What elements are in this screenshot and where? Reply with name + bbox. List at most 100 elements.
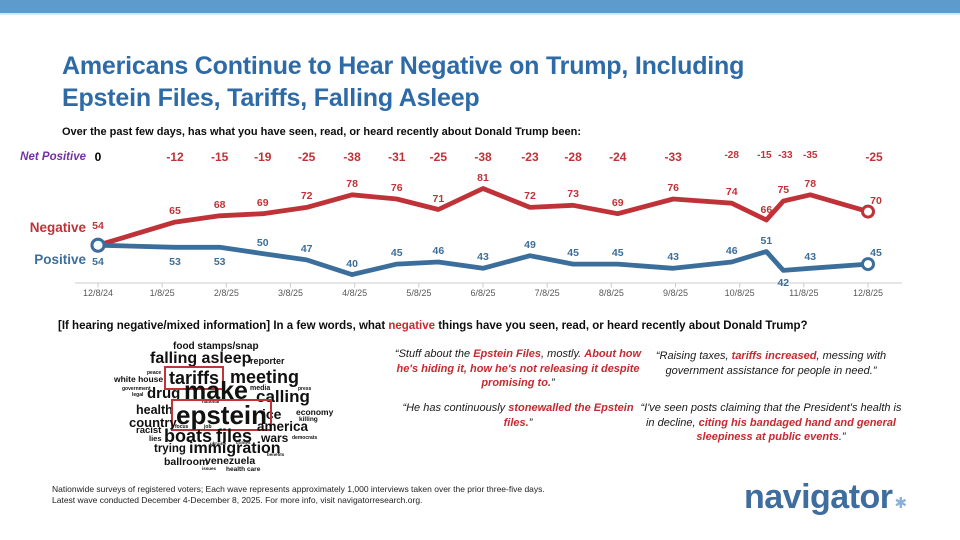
net-positive-value: -33 [778,150,793,161]
word-cloud-term: wars [261,431,289,445]
net-positive-value: -15 [757,150,772,161]
word-cloud-term: peace [147,370,162,376]
quote-highlight: citing his bandaged hand and general sle… [696,416,896,444]
x-tick-label: 5/8/25 [406,288,432,298]
positive-value-label: 45 [611,247,624,260]
x-tick-label: 4/8/25 [342,288,368,298]
word-cloud-term: benefits [267,452,285,457]
question-text: things have you seen, read, or heard rec… [435,320,808,332]
negative-value-label: 65 [169,205,181,218]
net-positive-value: -12 [166,150,184,164]
trend-line-chart: Net Positive Negative Positive 12/8/24 1/… [0,140,960,312]
chart-canvas [75,186,902,288]
positive-value-label: 46 [432,245,445,257]
negative-value-label: 72 [300,190,313,203]
legend-positive: Positive [34,252,86,267]
title-line-2: Epstein Files, Tariffs, Falling Asleep [62,84,480,112]
negative-value-label: 75 [777,184,790,197]
negative-value-label: 78 [804,177,817,190]
positive-value-label: 53 [213,256,226,269]
data-point-marker-negative [861,204,875,219]
page-title: Americans Continue to Hear Negative on T… [62,50,922,114]
question-highlight: negative [388,320,436,332]
negative-value-label: 72 [524,190,536,203]
word-cloud-term: ukraine [210,441,227,446]
word-cloud-term: media [250,385,271,392]
net-positive-value: -25 [297,150,316,164]
positive-value-label: 43 [477,251,489,264]
legend-net-positive: Net Positive [20,151,86,163]
respondent-quote: “I've seen posts claiming that the Presi… [640,401,902,445]
positive-value-label: 45 [870,247,882,260]
word-cloud-term: legal [132,392,144,398]
negative-value-label: 78 [346,177,358,190]
quote-highlight: About how he's hiding it, how he's not r… [396,348,642,390]
word-cloud-term: government [122,386,151,392]
word-cloud-term: reporter [250,356,285,366]
word-cloud-term: drug [147,385,181,402]
word-cloud-term: health care [226,466,261,473]
methodology-line-1: Nationwide surveys of registered voters;… [52,484,545,494]
quote-text: ” [551,377,555,390]
net-positive-value: -25 [429,150,447,164]
net-positive-value: -35 [803,150,818,161]
net-positive-value: -33 [664,150,682,164]
word-cloud-term: food stamps/snap [173,341,259,352]
negative-value-label: 70 [870,194,882,207]
x-tick-label: 7/8/25 [534,288,560,298]
series-line-positive [95,242,871,278]
word-cloud: food stamps/snap falling asleep reporter pe… [100,340,392,476]
quote-text: “I've seen posts claiming that the Presi… [640,402,902,429]
word-cloud-term: country [129,415,177,430]
negative-value-label: 66 [760,204,773,216]
respondent-quote: “Raising taxes, tariffs increased, messi… [644,349,898,378]
word-cloud-term: national [202,399,220,404]
question-text: [If hearing negative/mixed information] … [58,320,389,332]
negative-value-label: 71 [432,192,445,205]
data-point-marker-positive [861,257,875,272]
word-cloud-term: meeting [230,367,300,387]
title-line-1: Americans Continue to Hear Negative on T… [62,52,745,80]
word-cloud-term: ballroom [164,456,209,468]
word-cloud-term: falling asleep [150,350,252,367]
net-positive-value: -28 [724,150,739,161]
quote-text: , messing with government assistance for… [665,350,887,377]
word-cloud-term: america [257,419,309,434]
quote-highlight: Epstein Files [473,348,542,360]
open-end-question: [If hearing negative/mixed information] … [58,320,938,332]
positive-value-label: 40 [346,257,358,270]
net-positive-value: -23 [521,150,539,164]
negative-value-label: 73 [567,188,579,201]
series-line-negative [95,186,871,248]
negative-value-label: 76 [390,182,403,194]
quote-highlight: tariffs increased [731,350,817,362]
positive-value-label: 42 [777,277,790,290]
positive-value-label: 43 [667,251,680,264]
net-positive-value: -15 [210,150,229,164]
net-positive-value: -38 [343,150,361,164]
logo-star-icon: ✱ [894,495,908,512]
quote-text: “Stuff about the [394,348,474,360]
positive-value-label: 45 [390,247,403,260]
word-cloud-term: focus [175,424,189,430]
positive-value-label: 54 [92,256,104,269]
x-tick-label: 10/8/25 [724,288,755,298]
word-cloud-term-highlighted: epstein [171,399,273,431]
respondent-quote: “He has continuously stonewalled the Eps… [392,401,644,430]
respondent-quote: “Stuff about the Epstein Files, mostly. … [392,347,644,391]
quote-highlight: stonewalled the Epstein files. [503,402,634,429]
positive-value-label: 46 [725,245,738,257]
x-tick-label: 12/8/25 [852,288,884,298]
positive-value-label: 45 [567,247,579,260]
quote-text: ” [528,416,533,429]
tracking-question: Over the past few days, has what you hav… [62,126,581,138]
negative-value-label: 54 [92,220,104,233]
legend-negative: Negative [29,220,86,235]
net-positive-value: -28 [564,150,582,164]
data-point-marker-positive [90,237,106,253]
top-accent-bar [0,0,960,15]
x-tick-label: 12/8/24 [82,288,114,298]
word-cloud-term: lies [149,434,162,443]
x-tick-label: 1/8/25 [149,288,175,298]
word-cloud-term: immigration [189,440,281,457]
